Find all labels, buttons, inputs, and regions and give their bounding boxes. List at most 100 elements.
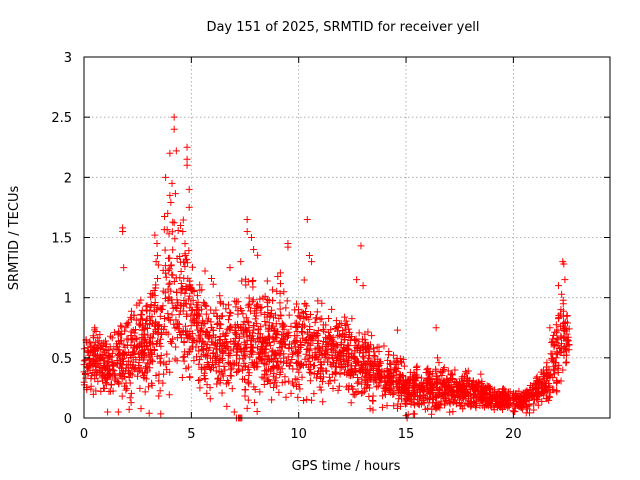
data-point — [301, 355, 309, 363]
data-point — [101, 342, 109, 350]
data-point — [362, 378, 370, 386]
data-point — [549, 374, 557, 382]
data-point — [151, 299, 159, 307]
data-point — [285, 377, 293, 385]
data-point — [131, 329, 139, 337]
data-point — [484, 399, 492, 407]
data-point — [292, 323, 300, 331]
data-point — [199, 346, 207, 354]
data-point — [382, 382, 390, 390]
data-point — [247, 347, 255, 355]
data-point — [173, 302, 181, 310]
data-point — [183, 155, 191, 163]
data-point — [208, 324, 216, 332]
x-axis-label: GPS time / hours — [292, 459, 401, 474]
data-point — [543, 359, 551, 367]
data-point — [97, 387, 105, 395]
data-point — [138, 316, 146, 324]
data-point — [161, 246, 169, 254]
data-point — [273, 334, 281, 342]
data-point — [153, 252, 161, 260]
data-point — [322, 353, 330, 361]
data-point — [118, 364, 126, 372]
data-point — [127, 341, 135, 349]
data-point — [244, 396, 252, 404]
data-point — [530, 406, 538, 414]
data-point — [167, 261, 175, 269]
data-point — [213, 345, 221, 353]
data-point — [238, 375, 246, 383]
data-point — [440, 380, 448, 388]
data-point — [227, 372, 235, 380]
data-point — [222, 305, 230, 313]
data-point — [230, 408, 238, 416]
data-point — [188, 307, 196, 315]
data-point — [216, 320, 224, 328]
data-point — [157, 410, 165, 418]
data-point — [168, 296, 176, 304]
data-point — [513, 392, 521, 400]
data-point — [273, 382, 281, 390]
data-point — [241, 350, 249, 358]
data-point — [196, 376, 204, 384]
data-point — [287, 389, 295, 397]
data-point — [436, 404, 444, 412]
data-point — [170, 277, 178, 285]
data-point — [134, 368, 142, 376]
data-point — [332, 323, 340, 331]
data-point — [253, 360, 261, 368]
data-point — [451, 378, 459, 386]
data-point — [472, 381, 480, 389]
data-point — [305, 252, 313, 260]
data-point — [265, 297, 273, 305]
data-point — [169, 246, 177, 254]
data-point — [243, 404, 251, 412]
data-point — [285, 311, 293, 319]
data-point — [205, 363, 213, 371]
data-point — [298, 308, 306, 316]
data-point — [380, 342, 388, 350]
data-point — [104, 408, 112, 416]
data-point — [157, 342, 165, 350]
data-point — [348, 369, 356, 377]
data-point — [177, 286, 185, 294]
data-point — [432, 365, 440, 373]
data-point — [359, 389, 367, 397]
data-point — [194, 377, 202, 385]
data-point — [175, 311, 183, 319]
data-point — [149, 341, 157, 349]
data-point — [176, 328, 184, 336]
data-point — [263, 277, 271, 285]
data-point — [393, 378, 401, 386]
data-point — [563, 358, 571, 366]
y-tick-label: 2 — [64, 171, 72, 186]
data-point — [206, 395, 214, 403]
data-point — [118, 392, 126, 400]
data-point — [329, 385, 337, 393]
data-point — [238, 366, 246, 374]
data-point — [249, 283, 257, 291]
x-tick-labels: 0 5 10 15 20 — [80, 427, 522, 442]
data-point — [153, 340, 161, 348]
data-point — [479, 394, 487, 402]
data-point — [361, 377, 369, 385]
data-point — [181, 289, 189, 297]
data-point — [168, 179, 176, 187]
data-point — [261, 370, 269, 378]
data-point — [477, 370, 485, 378]
data-point — [176, 252, 184, 260]
data-point — [350, 391, 358, 399]
data-point — [445, 398, 453, 406]
data-point — [114, 408, 122, 416]
data-point — [233, 331, 241, 339]
data-point — [481, 389, 489, 397]
data-point — [562, 347, 570, 355]
data-point — [264, 339, 272, 347]
data-point — [441, 399, 449, 407]
data-point — [123, 384, 131, 392]
data-point — [378, 367, 386, 375]
data-point — [186, 292, 194, 300]
data-point — [156, 387, 164, 395]
data-point — [253, 302, 261, 310]
data-point — [448, 370, 456, 378]
